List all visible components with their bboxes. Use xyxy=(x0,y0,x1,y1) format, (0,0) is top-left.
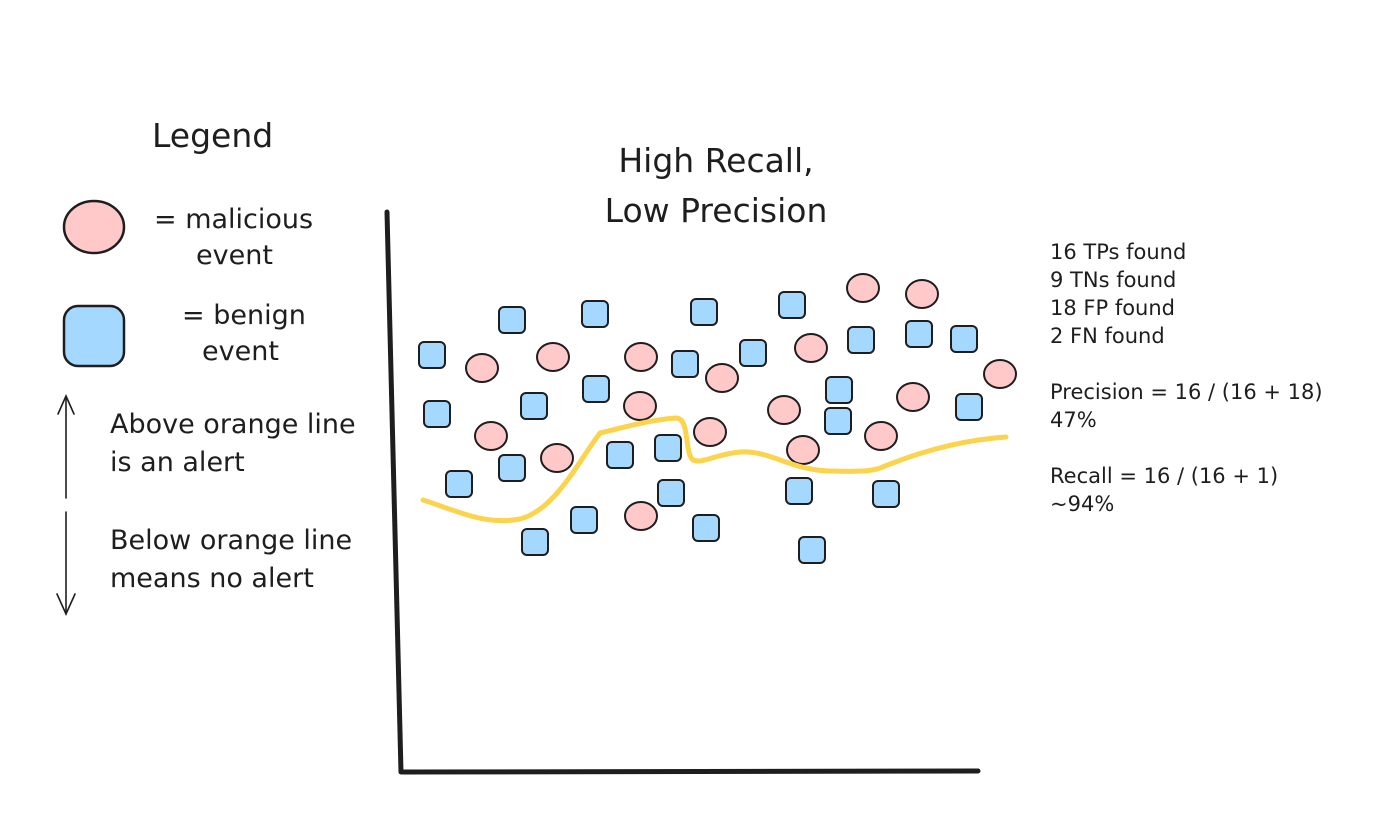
malicious-event xyxy=(767,395,801,425)
legend-benign-line1: = benign xyxy=(182,300,306,331)
precision-value: 47% xyxy=(1050,408,1097,432)
above-line-note: Above orange line is an alert xyxy=(110,406,356,482)
below-double-headed-arrow-icon xyxy=(56,511,76,616)
malicious-event xyxy=(474,421,508,451)
below-note-line1: Below orange line xyxy=(110,525,353,556)
legend-malicious-line2: event xyxy=(196,240,273,271)
malicious-event xyxy=(705,363,739,393)
benign-event xyxy=(521,528,549,556)
malicious-event xyxy=(794,333,828,363)
malicious-event xyxy=(905,279,939,309)
chart-axes xyxy=(384,209,981,775)
benign-event xyxy=(445,470,473,498)
legend-malicious-label: = malicious event xyxy=(154,202,313,274)
benign-event xyxy=(785,477,813,505)
malicious-event xyxy=(896,382,930,412)
benign-event xyxy=(778,291,806,319)
benign-event xyxy=(905,320,933,348)
benign-event xyxy=(825,376,853,404)
recall-formula: Recall = 16 / (16 + 1) xyxy=(1050,464,1279,488)
stat-tp: 16 TPs found xyxy=(1050,240,1187,264)
diagram-title-line1: High Recall, xyxy=(618,141,814,180)
benign-event xyxy=(606,441,634,469)
stats-spacer xyxy=(1050,434,1323,462)
benign-events xyxy=(418,291,983,564)
benign-event xyxy=(739,339,767,367)
benign-event xyxy=(692,514,720,542)
legend-benign-line2: event xyxy=(202,336,279,367)
legend-malicious-line1: = malicious xyxy=(154,204,314,235)
benign-event xyxy=(690,298,718,326)
benign-event xyxy=(520,392,548,420)
below-line-note: Below orange line means no alert xyxy=(110,522,352,598)
below-note-line2: means no alert xyxy=(110,563,314,594)
above-note-line1: Above orange line xyxy=(110,409,356,440)
benign-event xyxy=(798,536,826,564)
stat-fp: 18 FP found xyxy=(1050,296,1176,320)
stats-panel: 16 TPs found 9 TNs found 18 FP found 2 F… xyxy=(1050,238,1323,518)
benign-event xyxy=(872,480,900,508)
benign-event xyxy=(671,350,699,378)
malicious-event xyxy=(536,342,570,372)
legend-benign-label: = benign event xyxy=(182,298,306,370)
malicious-event xyxy=(693,417,727,447)
benign-event xyxy=(498,454,526,482)
malicious-event xyxy=(864,421,898,451)
malicious-event xyxy=(465,353,499,383)
above-double-headed-arrow-icon xyxy=(57,394,75,499)
stat-fn: 2 FN found xyxy=(1050,324,1165,348)
legend-benign-icon xyxy=(62,304,126,368)
benign-event xyxy=(498,306,526,334)
diagram-title-line2: Low Precision xyxy=(604,191,828,230)
diagram-title: High Recall, Low Precision xyxy=(556,136,876,236)
benign-event xyxy=(654,434,682,462)
recall-value: ~94% xyxy=(1050,492,1115,516)
malicious-event xyxy=(786,435,820,465)
benign-event xyxy=(950,325,978,353)
malicious-event xyxy=(624,501,658,531)
stats-spacer xyxy=(1050,350,1323,378)
benign-event xyxy=(847,326,875,354)
benign-event xyxy=(657,479,685,507)
malicious-event xyxy=(623,391,657,421)
benign-event xyxy=(955,393,983,421)
malicious-event xyxy=(983,359,1017,389)
precision-formula: Precision = 16 / (16 + 18) xyxy=(1050,380,1323,404)
malicious-events xyxy=(465,273,1017,531)
benign-event xyxy=(418,341,446,369)
legend-malicious-icon xyxy=(62,199,126,255)
malicious-event xyxy=(846,273,880,303)
stat-tn: 9 TNs found xyxy=(1050,268,1177,292)
malicious-event xyxy=(624,342,658,372)
benign-event xyxy=(570,506,598,534)
malicious-event xyxy=(540,443,574,473)
legend-title: Legend xyxy=(152,116,274,155)
above-note-line2: is an alert xyxy=(110,447,245,478)
benign-event xyxy=(581,300,609,328)
benign-event xyxy=(824,407,852,435)
benign-event xyxy=(423,400,451,428)
threshold-line xyxy=(420,415,1009,524)
benign-event xyxy=(582,375,610,403)
